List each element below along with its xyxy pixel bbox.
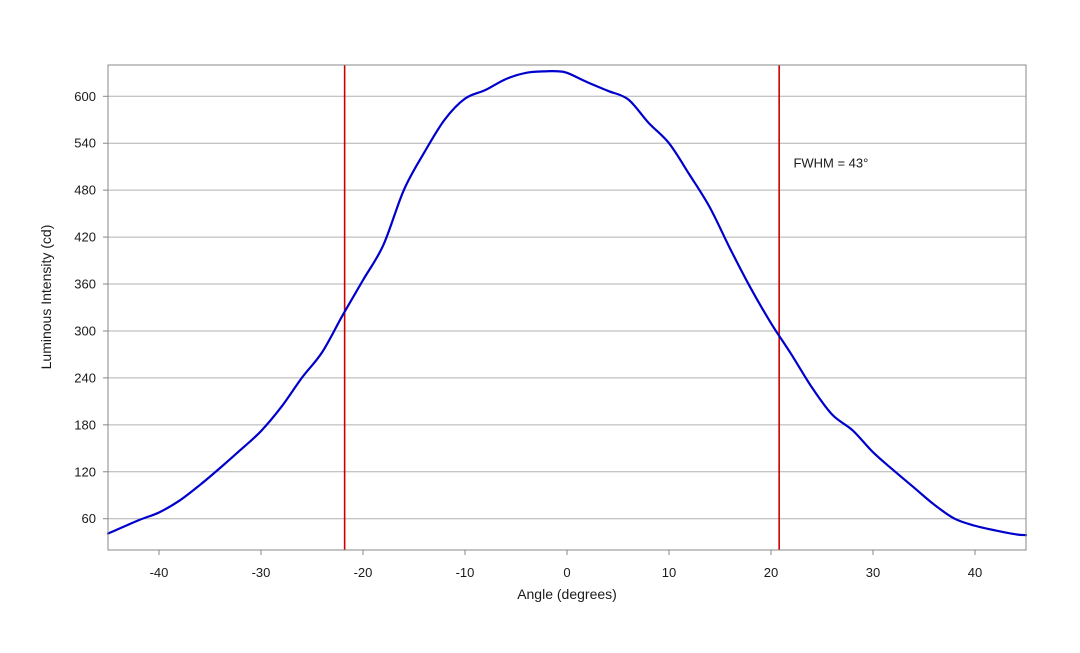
- annotations: FWHM = 43°: [793, 155, 868, 170]
- series-layer: [106, 69, 1028, 537]
- y-tick-label: 480: [74, 183, 96, 198]
- y-tick-label: 540: [74, 136, 96, 151]
- y-tick-label: 420: [74, 230, 96, 245]
- y-tick-label: 180: [74, 417, 96, 432]
- grid: [108, 95, 1026, 520]
- fwhm-marker-lines: [343, 65, 780, 550]
- x-tick-label: -10: [456, 565, 475, 580]
- y-tick-label: 600: [74, 89, 96, 104]
- x-tick-label: 10: [662, 565, 676, 580]
- x-tick-label: 40: [968, 565, 982, 580]
- x-axis-ticks: -40 -30 -20 -10 0 10 20 30 40: [150, 550, 982, 580]
- plot-frame: [107, 64, 1027, 551]
- x-tick-label: 20: [764, 565, 778, 580]
- fwhm-annotation: FWHM = 43°: [793, 155, 868, 170]
- y-axis-ticks: 60 120 180 240 300 360 420 480 540 600: [74, 89, 108, 526]
- y-tick-label: 360: [74, 277, 96, 292]
- y-tick-label: 60: [82, 511, 96, 526]
- x-tick-label: -20: [354, 565, 373, 580]
- x-tick-label: -40: [150, 565, 169, 580]
- y-tick-label: 300: [74, 323, 96, 338]
- x-tick-label: 30: [866, 565, 880, 580]
- x-axis-label: Angle (degrees): [517, 586, 617, 602]
- y-tick-label: 120: [74, 464, 96, 479]
- x-tick-label: 0: [563, 565, 570, 580]
- y-axis-label: Luminous Intensity (cd): [38, 225, 54, 370]
- x-tick-label: -30: [252, 565, 271, 580]
- intensity-curve: [106, 69, 1028, 537]
- y-tick-label: 240: [74, 370, 96, 385]
